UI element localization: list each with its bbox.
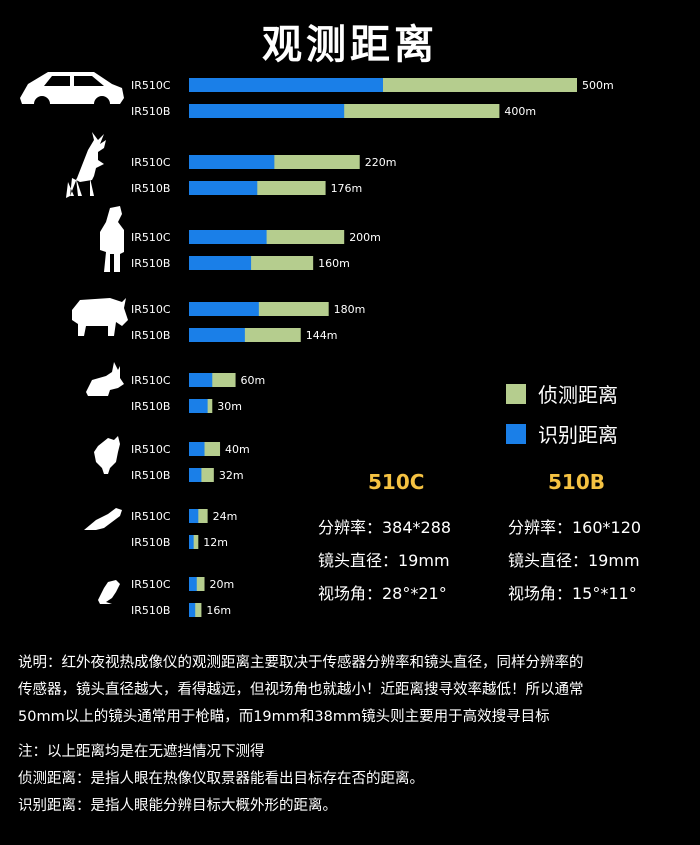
sparrow-icon [98,580,120,604]
note-detection-def: 侦测距离：是指人眼在热像仪取景器能看出目标存在否的距离。 [18,771,424,787]
row-label: IR510B [131,604,170,617]
legend-swatch-detection [506,383,526,404]
recognition-bar [189,78,383,92]
value-label: 180m [334,303,366,316]
person-icon [100,206,124,272]
spec-510c-resolution: 分辨率：384*288 [318,518,452,537]
value-label: 16m [206,604,231,617]
rabbit-icon [86,362,124,396]
value-label: 20m [210,578,235,591]
recognition-bar [189,230,267,244]
row-label: IR510C [131,578,171,591]
note-line-1: 说明：红外夜视热成像仪的观测距离主要取决于传感器分辨率和镜头直径，同样分辨率的 [18,655,584,671]
deer-icon [66,132,106,198]
recognition-bar [189,181,258,195]
row-label: IR510B [131,536,170,549]
recognition-bar [189,256,252,270]
value-label: 12m [203,536,228,549]
value-label: 160m [318,257,350,270]
row-label: IR510C [131,443,171,456]
recognition-bar [189,328,245,342]
recognition-bar [189,577,197,591]
recognition-bar [189,399,208,413]
value-label: 144m [306,329,338,342]
car-icon [20,72,124,104]
row-label: IR510B [131,329,170,342]
chicken-icon [94,436,120,474]
value-label: 220m [365,156,397,169]
spec-510b-fov: 视场角：15°*11° [508,584,637,603]
model-510b-heading: 510B [548,470,605,494]
notes-section: 说明：红外夜视热成像仪的观测距离主要取决于传感器分辨率和镜头直径，同样分辨率的 … [18,650,686,820]
spec-510c-lens: 镜头直径：19mm [318,551,450,570]
value-label: 30m [217,400,242,413]
legend-swatch-recognition [506,423,526,444]
value-label: 24m [213,510,238,523]
value-label: 40m [225,443,250,456]
legend-label-recognition: 识别距离 [538,423,618,447]
page-title: 观测距离 [262,22,438,68]
value-label: 200m [349,231,381,244]
row-label: IR510B [131,257,170,270]
spec-510b-resolution: 分辨率：160*120 [508,518,642,537]
row-label: IR510C [131,510,171,523]
recognition-bar [189,104,345,118]
row-label: IR510C [131,156,171,169]
recognition-bar [189,442,205,456]
boar-icon [72,298,128,336]
distance-chart: IR510C 500m IR510B 400m IR510C 220m IR510B 176m… [20,72,614,617]
recognition-bar [189,302,259,316]
value-label: 60m [241,374,266,387]
recognition-bar [189,603,196,617]
row-label: IR510C [131,231,171,244]
value-label: 500m [582,79,614,92]
spec-510b-lens: 镜头直径：19mm [508,551,640,570]
row-label: IR510C [131,374,171,387]
note-condition: 注：以上距离均是在无遮挡情况下测得 [18,744,265,760]
note-line-3: 50mm以上的镜头通常用于枪瞄，而19mm和38mm镜头则主要用于高效搜寻目标 [18,709,550,725]
spec-510c-fov: 视场角：28°*21° [318,584,447,603]
recognition-bar [189,373,213,387]
row-label: IR510B [131,400,170,413]
row-label: IR510B [131,469,170,482]
recognition-bar [189,155,275,169]
legend-item-detection: 侦测距离 [506,379,618,408]
row-label: IR510B [131,105,170,118]
model-510c-heading: 510C [368,470,425,494]
row-label: IR510C [131,79,171,92]
parrot-icon [84,508,122,530]
recognition-bar [189,535,194,549]
row-label: IR510B [131,182,170,195]
legend-item-recognition: 识别距离 [506,419,618,448]
note-recognition-def: 识别距离：是指人眼能分辨目标大概外形的距离。 [18,798,337,814]
row-label: IR510C [131,303,171,316]
recognition-bar [189,509,199,523]
note-line-2: 传感器，镜头直径越大，看得越远，但视场角也就越小！近距离搜寻效率越低！所以通常 [18,682,584,698]
value-label: 176m [331,182,363,195]
value-label: 32m [219,469,244,482]
value-label: 400m [504,105,536,118]
recognition-bar [189,468,202,482]
legend-label-detection: 侦测距离 [538,383,618,407]
